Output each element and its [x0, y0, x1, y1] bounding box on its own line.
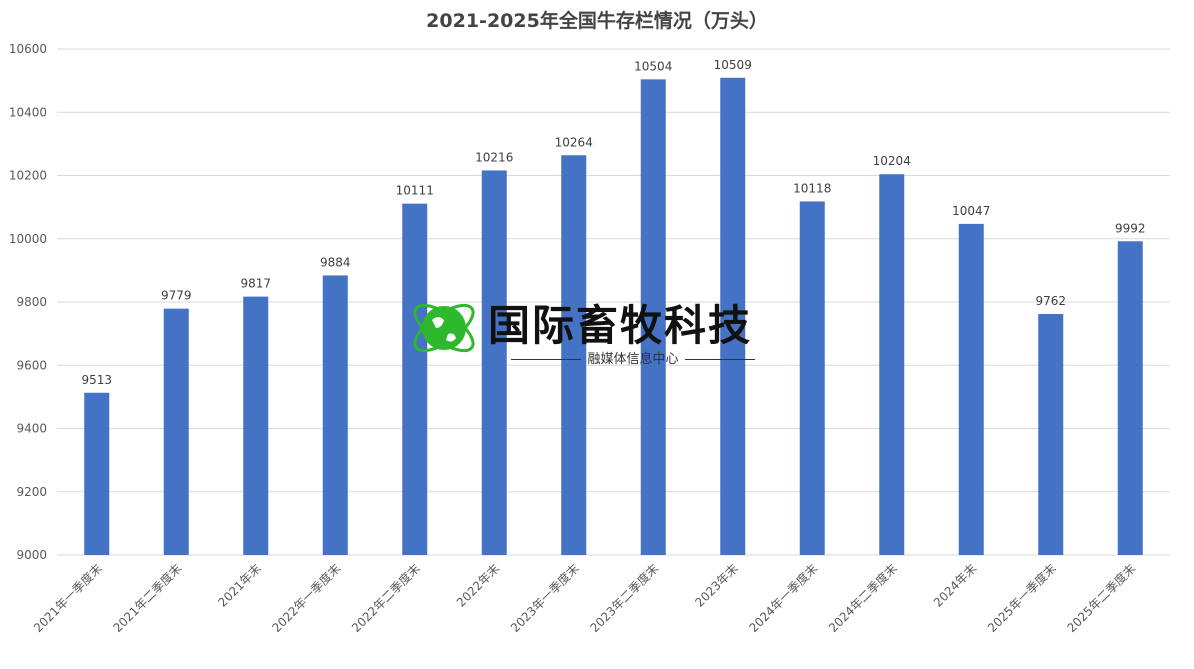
- bar: [1117, 241, 1143, 555]
- y-tick-label: 9200: [16, 485, 47, 499]
- data-label: 9817: [240, 277, 271, 291]
- y-tick-label: 9600: [16, 358, 47, 372]
- data-label: 10216: [475, 150, 513, 164]
- data-label: 10504: [634, 59, 672, 73]
- x-tick-label: 2021年末: [215, 561, 263, 609]
- data-label: 10264: [555, 135, 593, 149]
- data-label: 9513: [81, 373, 112, 387]
- x-tick-label: 2023年末: [692, 561, 740, 609]
- x-tick-label: 2024年二季度末: [825, 561, 900, 636]
- bar: [481, 170, 507, 555]
- bar: [1038, 314, 1064, 555]
- bar: [402, 203, 428, 556]
- data-label: 10047: [952, 204, 990, 218]
- bar: [243, 296, 269, 555]
- x-tick-label: 2021年二季度末: [110, 561, 185, 636]
- x-tick-label: 2025年一季度末: [984, 561, 1059, 636]
- bar: [879, 174, 905, 556]
- data-label: 10118: [793, 181, 831, 195]
- data-label: 9779: [161, 289, 192, 303]
- x-tick-label: 2023年一季度末: [507, 561, 582, 636]
- bar: [958, 223, 984, 556]
- data-label: 10509: [714, 58, 752, 72]
- x-tick-label: 2023年二季度末: [587, 561, 662, 636]
- y-tick-label: 10200: [9, 169, 47, 183]
- bar: [322, 275, 348, 555]
- y-tick-label: 9400: [16, 422, 47, 436]
- data-label: 10204: [873, 154, 911, 168]
- y-tick-label: 10600: [9, 42, 47, 56]
- data-label: 10111: [396, 184, 434, 198]
- bar: [84, 392, 110, 555]
- x-tick-label: 2022年末: [454, 561, 502, 609]
- y-tick-label: 10000: [9, 232, 47, 246]
- data-label: 9884: [320, 255, 351, 269]
- x-tick-label: 2025年二季度末: [1064, 561, 1139, 636]
- y-tick-label: 10400: [9, 105, 47, 119]
- bar: [720, 77, 746, 555]
- y-tick-label: 9800: [16, 295, 47, 309]
- bar: [640, 79, 666, 556]
- y-tick-label: 9000: [16, 548, 47, 562]
- chart-title: 2021-2025年全国牛存栏情况（万头）: [426, 10, 768, 32]
- bar: [799, 201, 825, 555]
- x-tick-label: 2022年二季度末: [348, 561, 423, 636]
- data-label: 9992: [1115, 221, 1146, 235]
- x-tick-label: 2024年末: [931, 561, 979, 609]
- x-tick-label: 2024年一季度末: [746, 561, 821, 636]
- x-tick-label: 2022年一季度末: [269, 561, 344, 636]
- x-tick-label: 2021年一季度末: [30, 561, 105, 636]
- bar: [163, 308, 189, 555]
- bar: [561, 155, 587, 555]
- data-label: 9762: [1035, 294, 1066, 308]
